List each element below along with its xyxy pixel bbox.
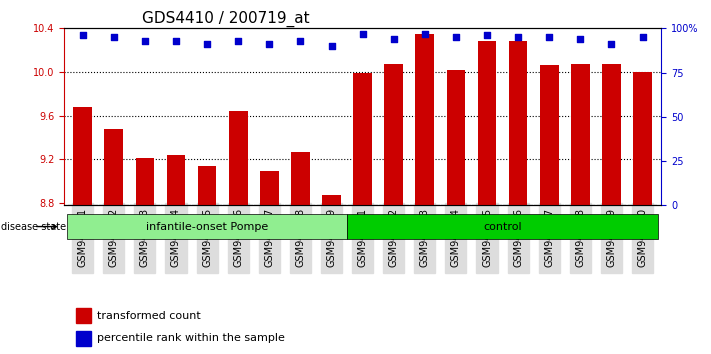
Point xyxy=(513,34,524,40)
Text: disease state: disease state xyxy=(1,222,66,232)
Text: control: control xyxy=(483,222,522,232)
Bar xyxy=(260,171,279,354)
Bar xyxy=(291,152,310,354)
Point xyxy=(326,43,337,49)
Bar xyxy=(76,308,91,323)
Bar xyxy=(76,331,91,346)
Point xyxy=(606,41,617,47)
FancyBboxPatch shape xyxy=(347,214,658,239)
Point xyxy=(481,33,493,38)
Bar xyxy=(602,64,621,354)
Point xyxy=(108,34,119,40)
Bar xyxy=(136,158,154,354)
Point xyxy=(264,41,275,47)
Text: infantile-onset Pompe: infantile-onset Pompe xyxy=(146,222,268,232)
Bar xyxy=(229,112,247,354)
Point xyxy=(139,38,151,44)
Bar xyxy=(634,72,652,354)
Bar xyxy=(478,41,496,354)
Text: percentile rank within the sample: percentile rank within the sample xyxy=(97,333,284,343)
Text: GDS4410 / 200719_at: GDS4410 / 200719_at xyxy=(141,11,309,27)
Point xyxy=(419,31,430,36)
Bar xyxy=(571,64,589,354)
Bar xyxy=(198,166,216,354)
FancyBboxPatch shape xyxy=(67,214,347,239)
Bar xyxy=(322,195,341,354)
Point xyxy=(450,34,461,40)
Text: transformed count: transformed count xyxy=(97,311,201,321)
Point xyxy=(574,36,586,42)
Bar xyxy=(353,73,372,354)
Bar xyxy=(540,65,559,354)
Bar xyxy=(105,129,123,354)
Point xyxy=(77,33,88,38)
Point xyxy=(357,31,368,36)
Point xyxy=(201,41,213,47)
Bar xyxy=(73,107,92,354)
Bar xyxy=(447,70,465,354)
Point xyxy=(170,38,181,44)
Point xyxy=(388,36,400,42)
Bar xyxy=(509,41,528,354)
Point xyxy=(637,34,648,40)
Bar xyxy=(166,155,186,354)
Bar xyxy=(415,34,434,354)
Point xyxy=(294,38,306,44)
Bar xyxy=(385,64,403,354)
Point xyxy=(232,38,244,44)
Point xyxy=(543,34,555,40)
